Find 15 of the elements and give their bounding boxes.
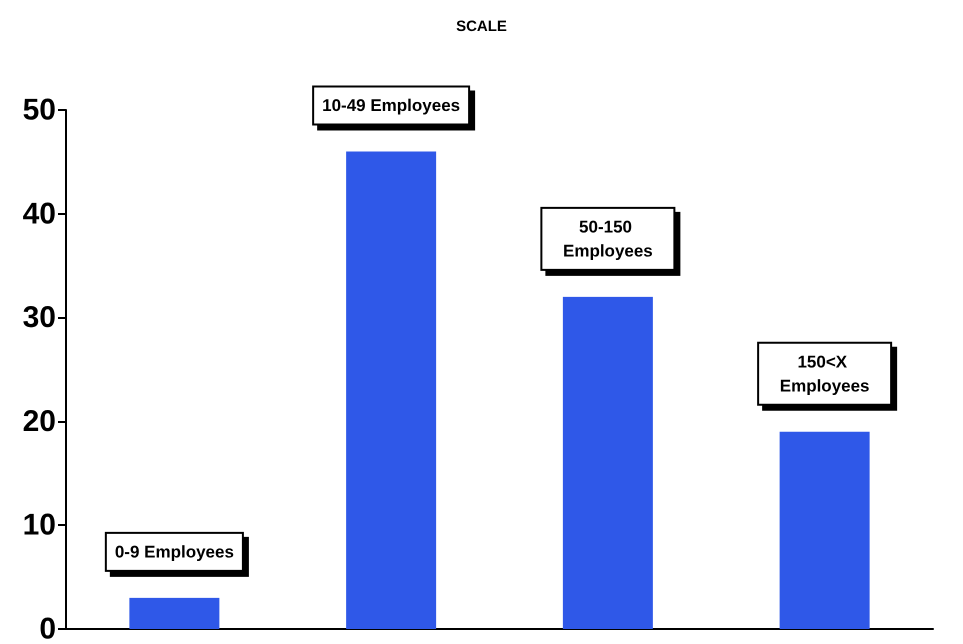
y-tick-label: 20 [22,404,56,438]
chart-title: SCALE [456,18,507,35]
bar [129,598,220,629]
y-tick-label: 40 [22,197,56,230]
x-tick-label: 150<X Employees [780,352,870,396]
y-tick-label: 0 [39,612,56,644]
bar [346,152,436,629]
y-tick-label: 30 [22,301,56,334]
y-tick-label: 10 [22,508,56,542]
bar [562,296,653,629]
bar [780,432,870,629]
x-tick-label: 0-9 Employees [114,542,234,562]
x-tick-label: 10-49 Employees [322,96,460,116]
x-tick-label: 50-150 Employees [562,217,653,260]
y-tick-label: 50 [22,94,56,126]
